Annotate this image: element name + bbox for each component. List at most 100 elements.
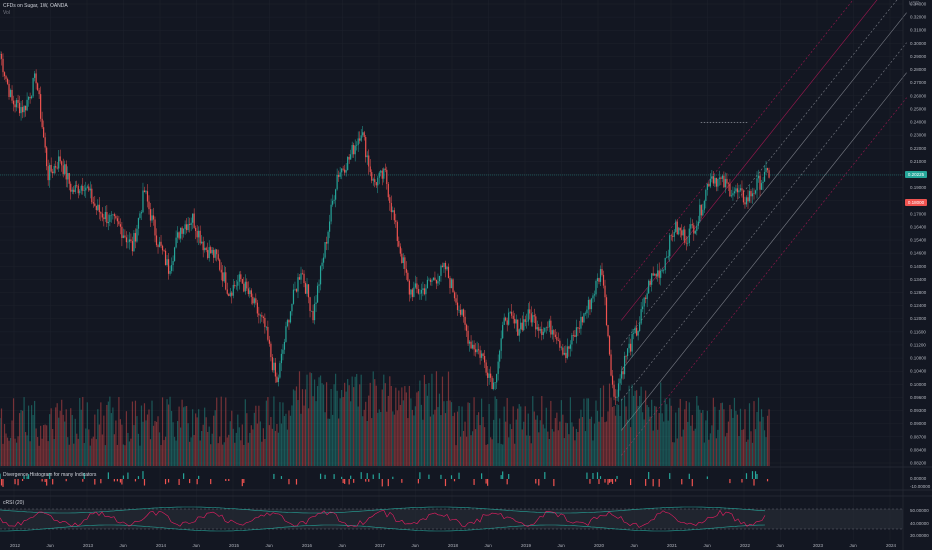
divergence-bar xyxy=(669,473,671,479)
candle-body xyxy=(402,257,404,264)
regression-channel[interactable] xyxy=(0,0,907,456)
divergence-bar xyxy=(342,479,344,484)
volume-bar xyxy=(175,440,177,466)
candle-body xyxy=(170,265,173,271)
divergence-bar xyxy=(741,479,743,483)
volume-bar xyxy=(551,429,553,466)
divergence-bar xyxy=(729,479,731,484)
time-tick: 2023 xyxy=(813,543,824,548)
volume-bar xyxy=(383,374,385,466)
volume-bar xyxy=(205,417,207,466)
candle-body xyxy=(208,247,210,259)
volume-legend[interactable]: Vol xyxy=(3,10,10,16)
volume-bar xyxy=(98,424,100,466)
divergence-bar xyxy=(417,479,419,484)
price-candles xyxy=(0,51,770,406)
volume-bar xyxy=(648,407,650,466)
candle-body xyxy=(629,343,632,352)
candle-body xyxy=(766,168,769,171)
volume-bar xyxy=(604,422,606,466)
price-tick: 0.10000 xyxy=(910,382,927,387)
divergence-bar xyxy=(164,479,167,485)
candle-body xyxy=(390,202,392,213)
candle-body xyxy=(205,247,207,251)
symbol-legend[interactable]: CFDs on Sugar, 1W, OANDA xyxy=(3,3,68,9)
volume-bar xyxy=(378,409,380,466)
candle-body xyxy=(289,311,292,323)
volume-bar xyxy=(169,396,171,466)
volume-bar xyxy=(315,401,317,466)
candle-body xyxy=(161,245,164,251)
candle-body xyxy=(309,297,311,311)
candle-body xyxy=(292,289,295,304)
volume-bar xyxy=(160,445,162,466)
time-tick: Jun xyxy=(412,543,420,548)
candle-body xyxy=(98,204,100,213)
grid xyxy=(0,0,903,540)
volume-bar xyxy=(375,385,377,466)
price-tick: 0.12800 xyxy=(910,290,927,295)
volume-bar xyxy=(553,431,555,466)
candle-body xyxy=(231,292,233,296)
volume-bar xyxy=(116,444,118,466)
candle-body xyxy=(571,335,573,345)
candle-body xyxy=(423,288,426,295)
price-tick: 0.16400 xyxy=(910,224,927,229)
candle-body xyxy=(651,273,653,285)
candle-body xyxy=(271,357,274,371)
volume-bar xyxy=(544,428,546,466)
volume-bar xyxy=(416,392,418,466)
candle-body xyxy=(351,145,353,155)
price-tick: 0.09300 xyxy=(910,408,927,413)
divergence-bar xyxy=(604,479,606,483)
candle-body xyxy=(714,177,716,184)
candle-body xyxy=(470,341,472,349)
candle-body xyxy=(104,211,106,220)
volume-bar xyxy=(693,430,695,466)
candle-body xyxy=(477,349,480,351)
candle-body xyxy=(541,329,543,336)
volume-bar xyxy=(431,373,433,466)
volume-bar xyxy=(202,424,204,466)
candle-body xyxy=(664,257,666,271)
candle-body xyxy=(488,373,490,378)
volume-bar xyxy=(342,397,344,466)
candle-body xyxy=(414,283,416,288)
candle-body xyxy=(85,187,87,191)
volume-bar xyxy=(133,425,135,466)
candle-body xyxy=(748,191,751,202)
candle-body xyxy=(754,190,757,194)
rsi-upper-band xyxy=(0,506,766,514)
volume-bar xyxy=(365,401,367,466)
candle-body xyxy=(145,191,147,193)
rsi-legend[interactable]: cRSI (20) xyxy=(3,500,25,506)
volume-bar xyxy=(332,414,334,466)
divergence-bar xyxy=(368,479,370,482)
volume-bar xyxy=(97,409,99,466)
volume-bar xyxy=(12,398,15,466)
divergence-legend[interactable]: Divergence Histogram for many Indicators xyxy=(3,472,97,478)
channel-line xyxy=(621,0,898,346)
candle-body xyxy=(718,177,720,179)
candle-body xyxy=(211,249,213,254)
volume-bar xyxy=(280,423,283,466)
volume-bar xyxy=(411,409,413,466)
divergence-bar xyxy=(14,479,16,485)
volume-bar xyxy=(3,423,6,466)
volume-bar xyxy=(235,432,237,466)
channel-line xyxy=(621,12,907,371)
volume-bar xyxy=(560,400,562,466)
volume-bar xyxy=(356,373,358,466)
candle-body xyxy=(628,343,630,349)
volume-bar xyxy=(163,440,165,466)
volume-bar xyxy=(399,404,401,466)
candle-body xyxy=(97,204,99,211)
volume-bar xyxy=(384,383,386,466)
volume-bar xyxy=(232,428,234,466)
volume-bar xyxy=(484,427,486,466)
volume-bar xyxy=(35,428,37,466)
divergence-bar xyxy=(453,479,456,482)
volume-bar xyxy=(240,440,242,466)
volume-bar xyxy=(371,418,373,466)
